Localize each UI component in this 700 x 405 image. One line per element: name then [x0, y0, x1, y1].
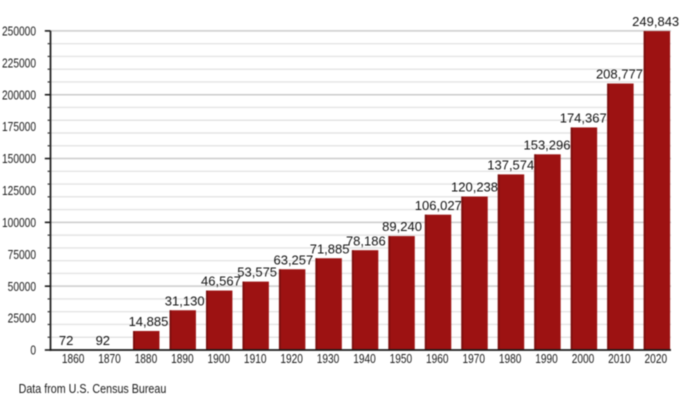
- svg-text:89,240: 89,240: [382, 219, 422, 234]
- svg-text:120,238: 120,238: [451, 180, 498, 195]
- svg-text:1930: 1930: [317, 352, 340, 366]
- svg-text:1910: 1910: [244, 352, 267, 366]
- svg-text:1960: 1960: [426, 352, 449, 366]
- svg-text:175000: 175000: [2, 120, 36, 134]
- svg-text:1990: 1990: [535, 352, 558, 366]
- svg-text:208,777: 208,777: [596, 67, 643, 82]
- svg-text:53,575: 53,575: [237, 265, 277, 280]
- svg-text:250000: 250000: [2, 24, 36, 38]
- svg-text:14,885: 14,885: [129, 314, 169, 329]
- svg-text:50000: 50000: [8, 280, 37, 294]
- svg-text:25000: 25000: [8, 312, 37, 326]
- svg-text:75000: 75000: [8, 248, 37, 262]
- svg-text:1950: 1950: [390, 352, 413, 366]
- svg-text:1900: 1900: [208, 352, 231, 366]
- svg-text:Data from U.S. Census Bureau: Data from U.S. Census Bureau: [19, 381, 167, 396]
- svg-text:1890: 1890: [171, 352, 194, 366]
- svg-text:1870: 1870: [98, 352, 121, 366]
- svg-text:0: 0: [30, 343, 36, 357]
- svg-text:2000: 2000: [572, 352, 595, 366]
- svg-text:63,257: 63,257: [273, 252, 313, 267]
- svg-text:1920: 1920: [280, 352, 303, 366]
- svg-text:106,027: 106,027: [415, 198, 462, 213]
- svg-text:1880: 1880: [135, 352, 158, 366]
- svg-text:249,843: 249,843: [632, 14, 679, 29]
- svg-text:200000: 200000: [2, 88, 36, 102]
- svg-text:137,574: 137,574: [487, 158, 534, 173]
- svg-text:225000: 225000: [2, 56, 36, 70]
- svg-text:174,367: 174,367: [560, 111, 607, 126]
- svg-text:1970: 1970: [462, 352, 485, 366]
- svg-text:2010: 2010: [608, 352, 631, 366]
- svg-text:78,186: 78,186: [346, 233, 386, 248]
- svg-text:31,130: 31,130: [165, 293, 205, 308]
- svg-text:153,296: 153,296: [523, 137, 570, 152]
- svg-text:92: 92: [96, 333, 110, 348]
- svg-text:150000: 150000: [2, 152, 36, 166]
- svg-text:1860: 1860: [62, 352, 85, 366]
- svg-text:71,885: 71,885: [310, 241, 350, 256]
- svg-text:100000: 100000: [2, 216, 36, 230]
- svg-text:72: 72: [59, 333, 73, 348]
- svg-text:2020: 2020: [645, 352, 668, 366]
- svg-text:1980: 1980: [499, 352, 522, 366]
- svg-text:125000: 125000: [2, 184, 36, 198]
- svg-text:1940: 1940: [353, 352, 376, 366]
- svg-text:46,567: 46,567: [201, 274, 241, 289]
